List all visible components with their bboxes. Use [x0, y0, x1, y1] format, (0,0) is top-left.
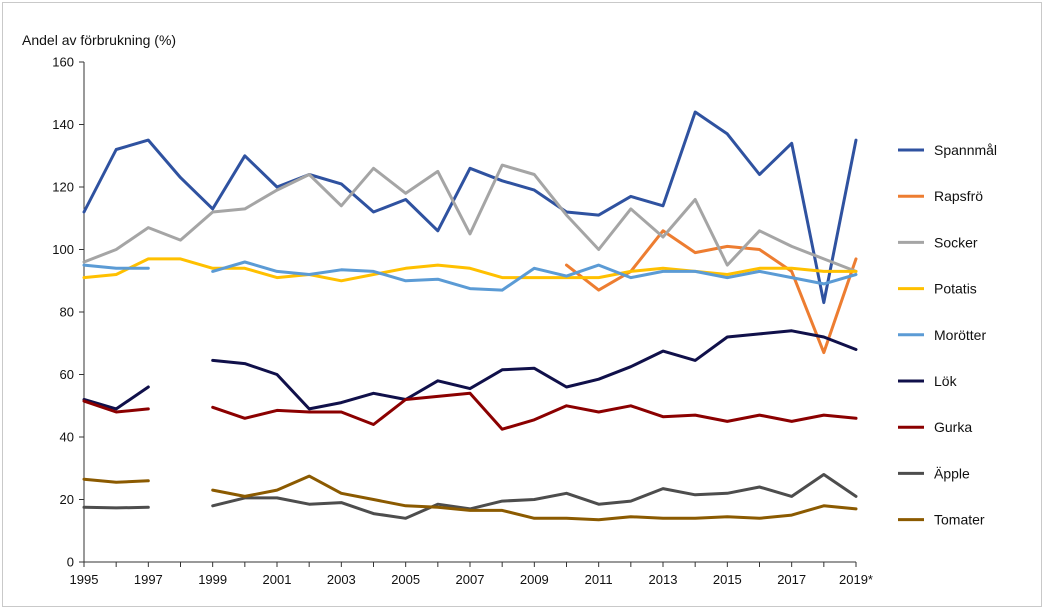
x-tick-label: 1995	[70, 572, 99, 587]
legend-label-spannmål: Spannmål	[934, 142, 997, 158]
y-tick-label: 20	[60, 492, 74, 507]
series-line-tomater	[82, 474, 858, 522]
legend-label-gurka: Gurka	[934, 419, 972, 435]
legend-label-rapsfrö: Rapsfrö	[934, 188, 983, 204]
x-tick-label: 2019*	[839, 572, 873, 587]
x-tick-label: 2009	[520, 572, 549, 587]
x-tick-label: 1999	[198, 572, 227, 587]
x-tick-label: 2015	[713, 572, 742, 587]
series-line-lök	[82, 329, 858, 411]
legend-label-socker: Socker	[934, 234, 978, 250]
series-line-socker	[82, 163, 858, 273]
x-tick-label: 1997	[134, 572, 163, 587]
x-tick-label: 2003	[327, 572, 356, 587]
x-tick-label: 2001	[263, 572, 292, 587]
y-axis-label: Andel av förbrukning (%)	[22, 32, 177, 48]
y-tick-label: 140	[52, 117, 74, 132]
legend-label-äpple: Äpple	[934, 465, 970, 481]
x-tick-label: 2007	[456, 572, 485, 587]
x-tick-label: 2013	[649, 572, 678, 587]
legend: Spannmål Rapsfrö Socker Potatis Morötter Lök G…	[898, 142, 997, 528]
legend-label-morötter: Morötter	[934, 327, 986, 343]
series-lines	[82, 110, 858, 522]
legend-label-potatis: Potatis	[934, 281, 977, 297]
axes: 0 20 40 60 80 100 120 140 160 1995 1997 1999 2001 200…	[52, 55, 873, 588]
series-line-rapsfrö	[565, 229, 858, 355]
series-line-spannmål	[82, 110, 858, 305]
y-tick-label: 100	[52, 242, 74, 257]
y-tick-label: 160	[52, 55, 74, 70]
series-line-gurka	[82, 391, 858, 431]
x-tick-label: 2011	[585, 572, 613, 587]
y-tick-label: 0	[67, 555, 74, 570]
legend-label-lök: Lök	[934, 373, 958, 389]
series-line-äpple	[82, 473, 858, 520]
y-tick-label: 60	[60, 367, 74, 382]
y-tick-label: 40	[60, 430, 74, 445]
series-line-potatis	[82, 257, 858, 283]
y-tick-label: 120	[52, 180, 74, 195]
x-tick-label: 2005	[391, 572, 420, 587]
y-tick-label: 80	[60, 305, 74, 320]
x-tick-label: 2017	[777, 572, 806, 587]
legend-label-tomater: Tomater	[934, 512, 985, 528]
series-line-morötter	[82, 260, 858, 292]
